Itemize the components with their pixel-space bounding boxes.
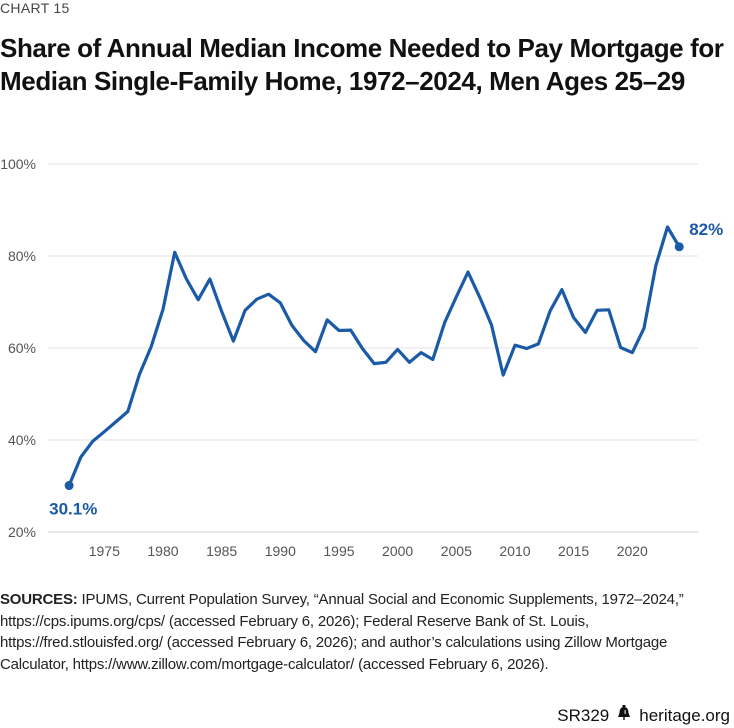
x-axis-ticks: 1975 1980 1985 1990 1995 2000 2005 2010 2015 2020 bbox=[89, 543, 648, 559]
chart-title: Share of Annual Median Income Needed to … bbox=[0, 33, 724, 96]
report-id: SR329 bbox=[557, 705, 610, 725]
data-label: 30.1% bbox=[49, 500, 97, 519]
x-tick-label: 2005 bbox=[441, 543, 472, 559]
x-tick-label: 2015 bbox=[558, 543, 589, 559]
sources-note: SOURCES: IPUMS, Current Population Surve… bbox=[0, 589, 734, 675]
y-tick-label: 60% bbox=[8, 340, 36, 356]
x-tick-label: 2010 bbox=[499, 543, 530, 559]
x-tick-label: 2000 bbox=[382, 543, 413, 559]
series-layer bbox=[67, 225, 681, 488]
y-axis-ticks: 20% 40% 60% 80% 100% bbox=[0, 156, 36, 540]
x-tick-label: 1985 bbox=[206, 543, 237, 559]
sources-label: SOURCES: bbox=[0, 591, 78, 608]
x-tick-label: 1975 bbox=[89, 543, 120, 559]
data-label: 82% bbox=[689, 220, 723, 239]
chart-number-label: CHART 15 bbox=[0, 0, 70, 16]
series-line bbox=[67, 225, 681, 488]
footer: SR329 heritage.org bbox=[557, 705, 730, 726]
y-tick-label: 40% bbox=[8, 432, 36, 448]
annotations-layer: 30.1% 82% bbox=[49, 220, 723, 519]
y-tick-label: 80% bbox=[8, 248, 36, 264]
data-point-marker bbox=[64, 481, 74, 491]
x-tick-label: 1980 bbox=[147, 543, 178, 559]
site-link[interactable]: heritage.org bbox=[639, 705, 730, 725]
x-tick-label: 1990 bbox=[265, 543, 296, 559]
line-chart: 20% 40% 60% 80% 100% 1975 1980 1985 1990 1995 200… bbox=[0, 156, 723, 559]
sources-text: IPUMS, Current Population Survey, “Annua… bbox=[0, 591, 684, 673]
x-tick-label: 1995 bbox=[323, 543, 354, 559]
data-point-marker bbox=[674, 242, 684, 252]
gridlines bbox=[48, 163, 698, 533]
y-tick-label: 100% bbox=[0, 156, 36, 172]
y-tick-label: 20% bbox=[8, 524, 36, 540]
liberty-bell-icon bbox=[617, 705, 631, 726]
x-tick-label: 2020 bbox=[617, 543, 648, 559]
